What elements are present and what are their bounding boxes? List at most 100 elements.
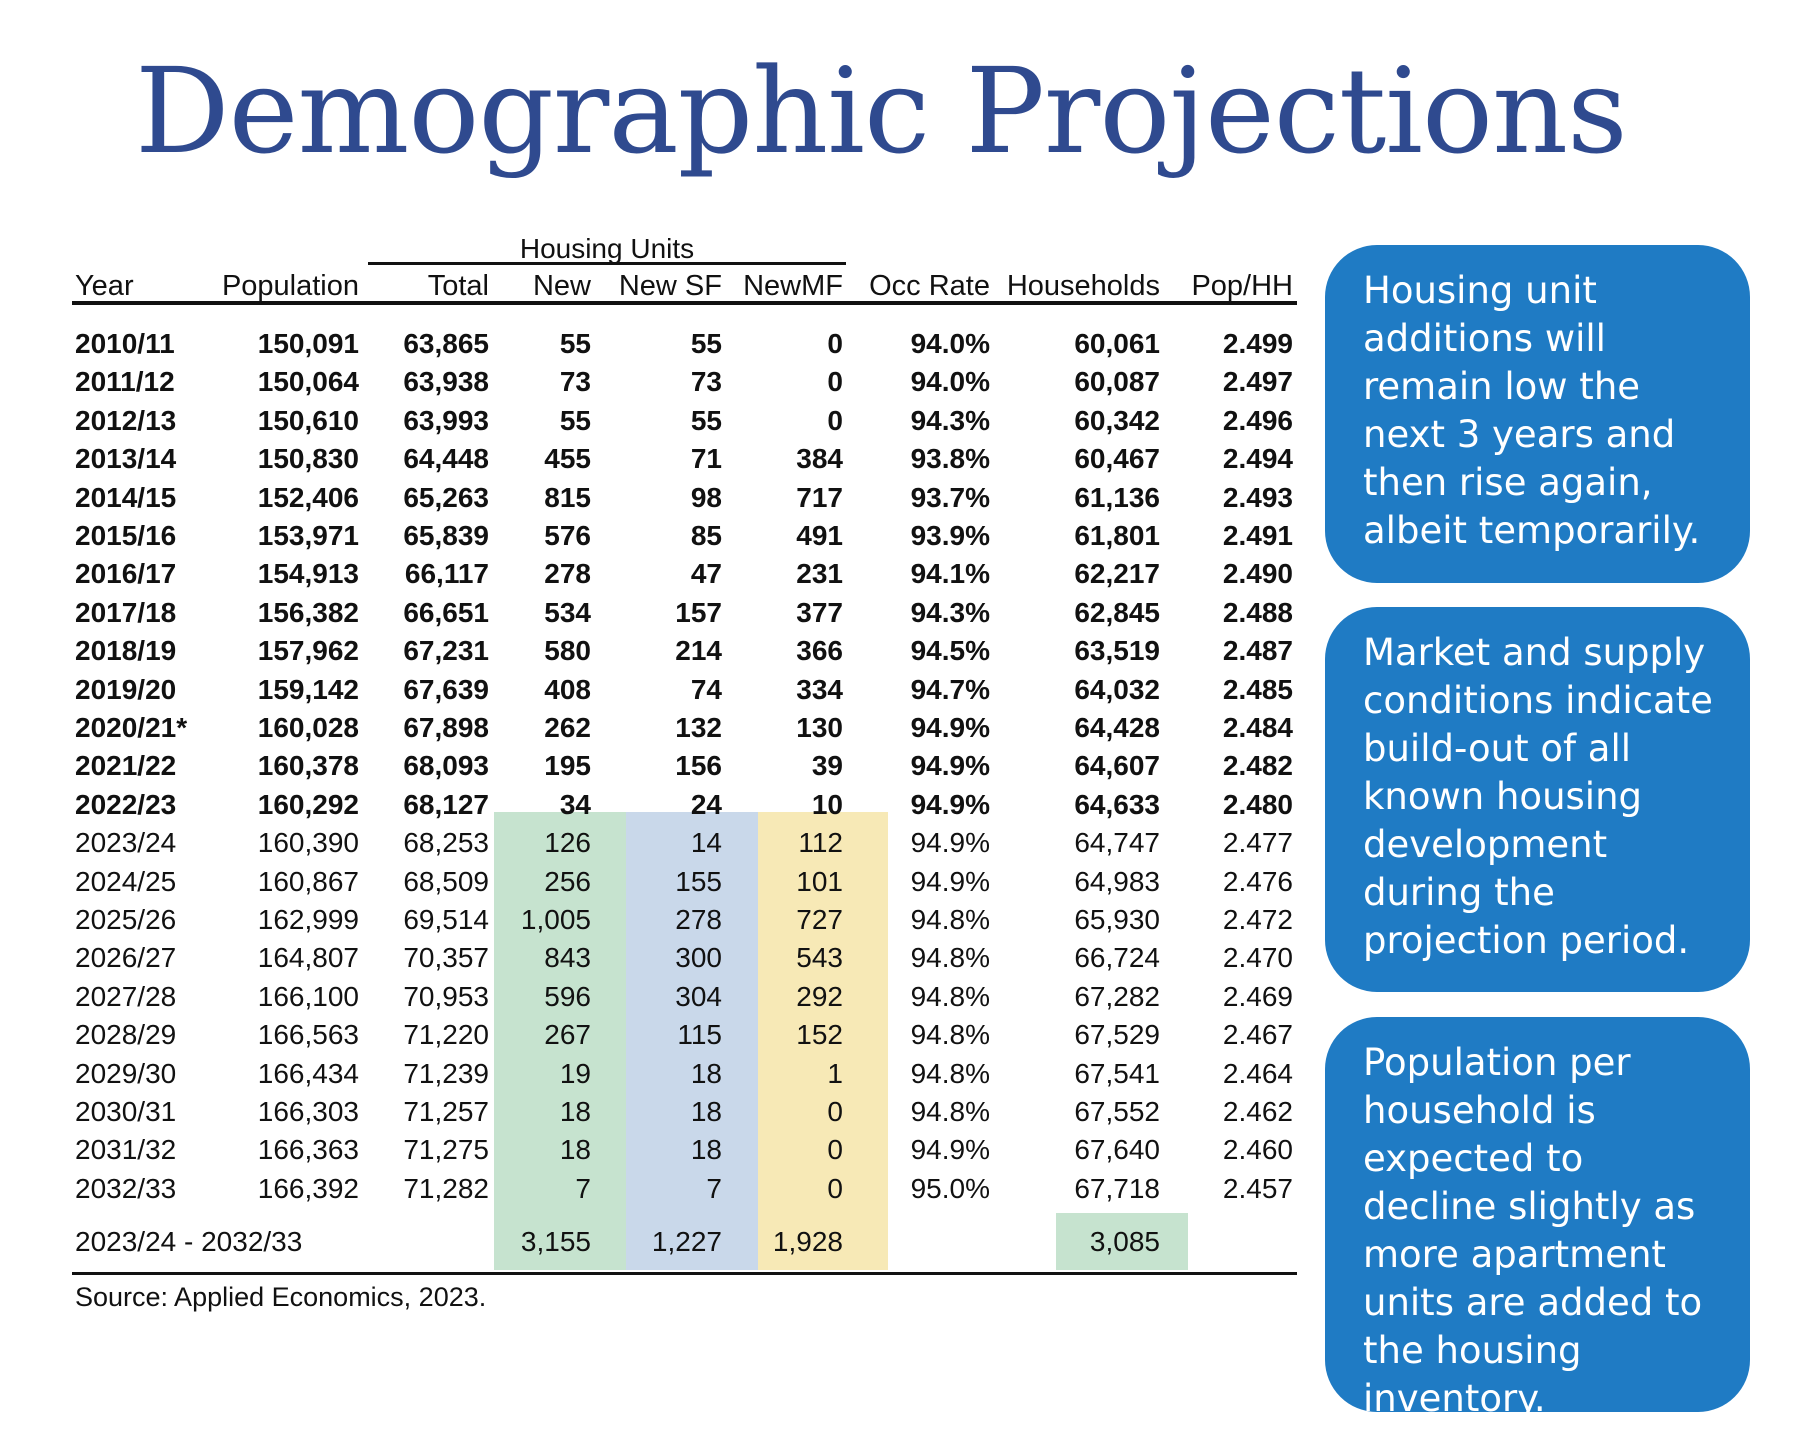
cell-occ-rate: 94.9%	[910, 750, 990, 782]
cell-new-sf: 155	[675, 865, 722, 897]
cell-pop-per-hh: 2.491	[1222, 520, 1293, 551]
cell-year: 2018/19	[75, 635, 177, 667]
households-total-highlight	[1056, 1213, 1188, 1270]
cell-pop-per-hh: 2.497	[1222, 366, 1293, 398]
cell-new-mf: 366	[796, 635, 843, 667]
cell-households: 64,747	[1074, 827, 1160, 859]
cell-new-sf: 156	[675, 750, 722, 782]
cell-total-units: 70,953	[403, 980, 489, 1012]
cell-households: 62,217	[1074, 558, 1160, 590]
cell-population: 160,028	[257, 712, 359, 743]
cell-new-sf: 55	[690, 404, 722, 436]
cell-new-mf: 543	[796, 942, 843, 974]
cell-total-units: 65,263	[403, 481, 489, 513]
cell-population: 156,382	[257, 596, 359, 628]
cell-new-sf: 18	[690, 1057, 722, 1089]
cell-households: 60,342	[1074, 404, 1160, 436]
cell-year: 2030/31	[75, 1096, 177, 1127]
cell-new-sf: 71	[690, 443, 722, 475]
cell-pop-per-hh: 2.487	[1222, 635, 1293, 667]
cell-households: 67,640	[1074, 1134, 1160, 1166]
cell-households: 62,845	[1074, 596, 1160, 628]
cell-new-sf: 73	[690, 366, 722, 398]
housing-units-rule	[368, 262, 846, 265]
cell-households: 60,467	[1074, 443, 1160, 475]
cell-households: 65,930	[1074, 904, 1160, 935]
cell-new-units: 278	[544, 558, 591, 590]
cell-total-units: 64,448	[403, 443, 489, 475]
cell-new-mf: 101	[796, 865, 843, 897]
cell-total-units: 68,093	[403, 750, 489, 782]
cell-new-mf: 377	[796, 596, 843, 628]
cell-total-units: 63,865	[403, 328, 489, 359]
cell-pop-per-hh: 2.494	[1222, 443, 1293, 475]
cell-new-mf: 0	[827, 1172, 843, 1204]
cell-total-units: 68,509	[403, 865, 489, 897]
cell-new-mf: 0	[827, 1096, 843, 1127]
cell-new-units: 19	[559, 1057, 591, 1089]
cell-population: 166,434	[257, 1057, 359, 1089]
cell-population: 160,378	[257, 750, 359, 782]
cell-new-mf: 384	[796, 443, 843, 475]
cell-new-mf: 130	[796, 712, 843, 743]
cell-pop-per-hh: 2.476	[1222, 865, 1293, 897]
cell-households: 67,529	[1074, 1019, 1160, 1051]
total-new-sf: 1,227	[651, 1226, 722, 1257]
source-note: Source: Applied Economics, 2023.	[75, 1282, 487, 1312]
cell-new-units: 18	[559, 1134, 591, 1166]
cell-new-units: 1,005	[520, 904, 591, 935]
new-mf-highlight	[758, 812, 888, 1270]
cell-total-units: 63,938	[403, 366, 489, 398]
cell-population: 160,292	[257, 788, 359, 820]
cell-occ-rate: 94.8%	[910, 1096, 990, 1127]
cell-total-units: 67,639	[403, 673, 489, 705]
cell-population: 166,303	[257, 1096, 359, 1127]
cell-pop-per-hh: 2.469	[1222, 980, 1293, 1012]
cell-total-units: 66,651	[403, 596, 489, 628]
cell-population: 159,142	[257, 673, 359, 705]
cell-new-units: 576	[544, 520, 591, 551]
cell-year: 2024/25	[75, 865, 177, 897]
cell-households: 60,061	[1074, 328, 1160, 359]
cell-total-units: 71,282	[403, 1172, 489, 1204]
cell-total-units: 71,275	[403, 1134, 489, 1166]
cell-occ-rate: 94.9%	[910, 712, 990, 743]
cell-population: 166,363	[257, 1134, 359, 1166]
bottom-rule	[72, 1272, 1297, 1275]
column-header-occ-rate: Occ Rate	[869, 270, 990, 302]
cell-new-units: 815	[544, 481, 591, 513]
cell-new-units: 256	[544, 865, 591, 897]
cell-new-mf: 334	[796, 673, 843, 705]
cell-occ-rate: 94.8%	[910, 904, 990, 935]
cell-pop-per-hh: 2.472	[1222, 904, 1293, 935]
cell-households: 63,519	[1074, 635, 1160, 667]
cell-pop-per-hh: 2.477	[1222, 827, 1293, 859]
cell-population: 152,406	[257, 481, 359, 513]
cell-new-units: 34	[559, 788, 591, 820]
cell-population: 154,913	[257, 558, 359, 590]
cell-households: 64,428	[1074, 712, 1160, 743]
cell-new-units: 55	[559, 328, 591, 359]
cell-new-units: 455	[544, 443, 591, 475]
cell-households: 64,633	[1074, 788, 1160, 820]
cell-population: 166,392	[257, 1172, 359, 1204]
cell-year: 2020/21*	[75, 712, 188, 743]
cell-new-units: 126	[544, 827, 591, 859]
cell-new-sf: 55	[690, 328, 722, 359]
cell-year: 2027/28	[75, 980, 177, 1012]
cell-year: 2010/11	[75, 328, 175, 359]
cell-new-units: 843	[544, 942, 591, 974]
cell-occ-rate: 94.1%	[910, 558, 990, 590]
cell-total-units: 68,253	[403, 827, 489, 859]
cell-total-units: 68,127	[403, 788, 489, 820]
cell-pop-per-hh: 2.499	[1222, 328, 1293, 359]
cell-new-units: 596	[544, 980, 591, 1012]
cell-occ-rate: 94.8%	[910, 942, 990, 974]
new-units-highlight	[494, 812, 626, 1270]
total-new-mf: 1,928	[772, 1226, 843, 1257]
cell-new-units: 267	[544, 1019, 591, 1051]
cell-total-units: 71,239	[403, 1057, 489, 1089]
cell-households: 67,541	[1074, 1057, 1160, 1089]
callout-housing-additions: Housing unit additions will remain low t…	[1325, 245, 1750, 583]
cell-households: 61,136	[1074, 481, 1160, 513]
